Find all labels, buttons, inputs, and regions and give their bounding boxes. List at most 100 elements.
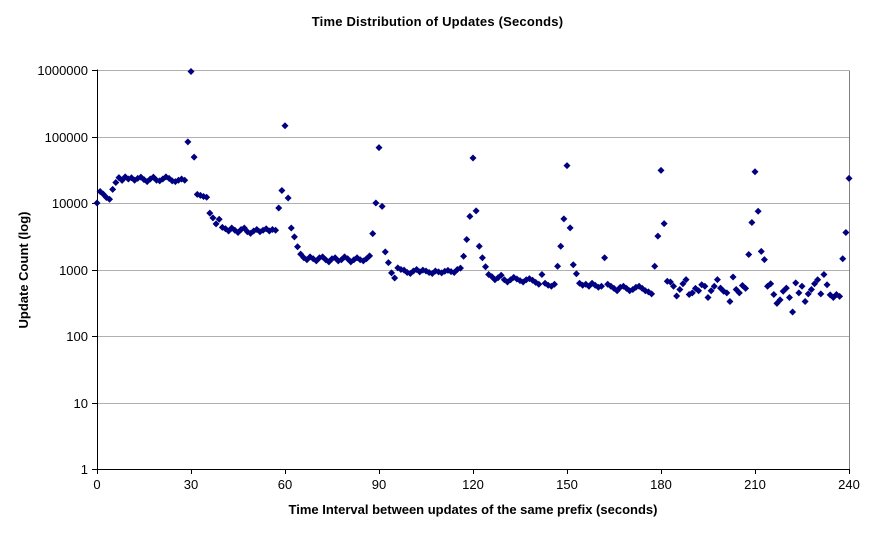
data-point (190, 153, 198, 161)
data-point (560, 215, 568, 223)
data-point (456, 264, 464, 272)
data-point (682, 276, 690, 284)
y-tick-label: 1 (81, 462, 88, 477)
data-point (388, 269, 396, 277)
data-point (679, 280, 687, 288)
data-point (757, 247, 765, 255)
data-point (535, 280, 543, 288)
x-tick-label: 150 (556, 477, 578, 492)
data-point (472, 207, 480, 215)
data-point (209, 214, 217, 222)
data-point (572, 270, 580, 278)
data-point (601, 254, 609, 262)
data-point (109, 185, 117, 193)
chart-title: Time Distribution of Updates (Seconds) (311, 14, 564, 29)
data-point (482, 263, 490, 271)
data-point (670, 282, 678, 290)
x-tick-label: 180 (650, 477, 672, 492)
y-axis-title: Update Count (log) (16, 211, 31, 329)
data-point (723, 289, 731, 297)
data-point (704, 293, 712, 301)
data-point (795, 289, 803, 297)
data-point (817, 290, 825, 298)
data-point (785, 293, 793, 301)
data-point (823, 281, 831, 289)
data-point (820, 271, 828, 279)
data-point (666, 278, 674, 286)
data-point (748, 218, 756, 226)
data-point (811, 280, 819, 288)
y-tick-label: 1000000 (37, 63, 88, 78)
y-tick-label: 100000 (45, 130, 88, 145)
data-point (381, 248, 389, 256)
y-tick-label: 10 (74, 396, 88, 411)
data-point (651, 262, 659, 270)
data-point (106, 195, 114, 203)
data-point (391, 274, 399, 282)
data-point (275, 204, 283, 212)
data-point (767, 280, 775, 288)
data-point (366, 252, 374, 260)
data-point (782, 284, 790, 292)
data-point (463, 236, 471, 244)
data-point (836, 292, 844, 300)
data-point (742, 284, 750, 292)
data-point (754, 207, 762, 215)
data-point (287, 224, 295, 232)
data-point (112, 179, 120, 187)
data-point (569, 261, 577, 269)
y-tick-label: 100 (66, 329, 88, 344)
y-tick-label: 1000 (59, 263, 88, 278)
data-point (770, 291, 778, 299)
data-point (688, 289, 696, 297)
data-point (597, 282, 605, 290)
data-point (554, 262, 562, 270)
data-point (206, 209, 214, 217)
data-point (184, 138, 192, 146)
data-point (563, 162, 571, 170)
data-point (378, 202, 386, 210)
data-point (776, 296, 784, 304)
data-point (735, 289, 743, 297)
data-point (729, 273, 737, 281)
data-point (281, 122, 289, 130)
data-point (187, 67, 195, 75)
data-point (466, 212, 474, 220)
data-point (845, 174, 853, 182)
data-point (807, 286, 815, 294)
data-point (557, 242, 565, 250)
data-point (842, 229, 850, 237)
data-point (550, 280, 558, 288)
data-point (801, 298, 809, 306)
data-point (657, 166, 665, 174)
data-point (284, 194, 292, 202)
data-point (751, 168, 759, 176)
data-point (93, 199, 101, 207)
x-tick-label: 90 (372, 477, 386, 492)
x-tick-label: 240 (838, 477, 860, 492)
data-point (497, 271, 505, 279)
data-point (460, 252, 468, 260)
data-point (372, 199, 380, 207)
data-point (673, 292, 681, 300)
data-point (181, 176, 189, 184)
data-point (369, 230, 377, 238)
x-tick-label: 30 (184, 477, 198, 492)
data-point (707, 287, 715, 295)
data-point (475, 242, 483, 250)
data-point (375, 144, 383, 152)
data-point (654, 232, 662, 240)
data-point (789, 308, 797, 316)
x-tick-label: 0 (93, 477, 100, 492)
data-point (745, 251, 753, 259)
data-point (215, 215, 223, 223)
data-point (798, 282, 806, 290)
x-axis-title: Time Interval between updates of the sam… (288, 502, 658, 517)
data-point (203, 193, 211, 201)
data-point (272, 226, 280, 234)
data-point (710, 282, 718, 290)
data-point (713, 276, 721, 284)
data-point (701, 282, 709, 290)
